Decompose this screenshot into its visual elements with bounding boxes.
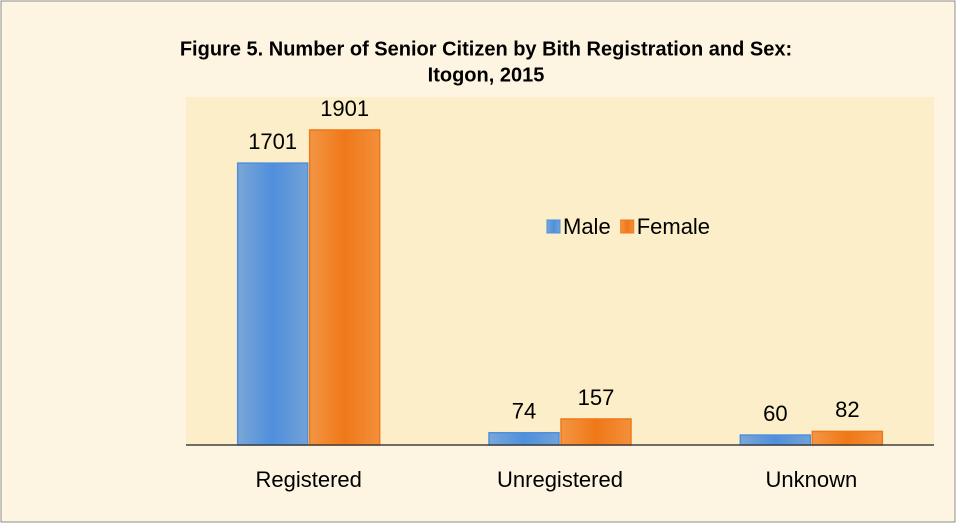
- bar: [488, 431, 560, 446]
- chart-title: Figure 5. Number of Senior Citizen by Bi…: [180, 38, 792, 60]
- bar: [236, 162, 309, 446]
- bar: [811, 430, 884, 446]
- bar: [560, 418, 632, 446]
- data-label: 1901: [320, 96, 369, 121]
- data-label: 60: [763, 401, 787, 426]
- data-label: 82: [835, 397, 859, 422]
- bar: [739, 434, 812, 446]
- bar: [308, 129, 381, 446]
- chart-title: Itogon, 2015: [428, 64, 545, 86]
- data-label: 74: [512, 399, 536, 424]
- x-tick-label: Unregistered: [497, 467, 623, 492]
- legend-swatch: [620, 219, 635, 234]
- data-label: 1701: [248, 129, 297, 154]
- x-tick-label: Unknown: [765, 467, 857, 492]
- x-tick-label: Registered: [255, 467, 361, 492]
- legend-swatch: [546, 219, 561, 234]
- data-label: 157: [578, 385, 615, 410]
- legend-label: Female: [637, 214, 710, 239]
- legend-label: Male: [563, 214, 611, 239]
